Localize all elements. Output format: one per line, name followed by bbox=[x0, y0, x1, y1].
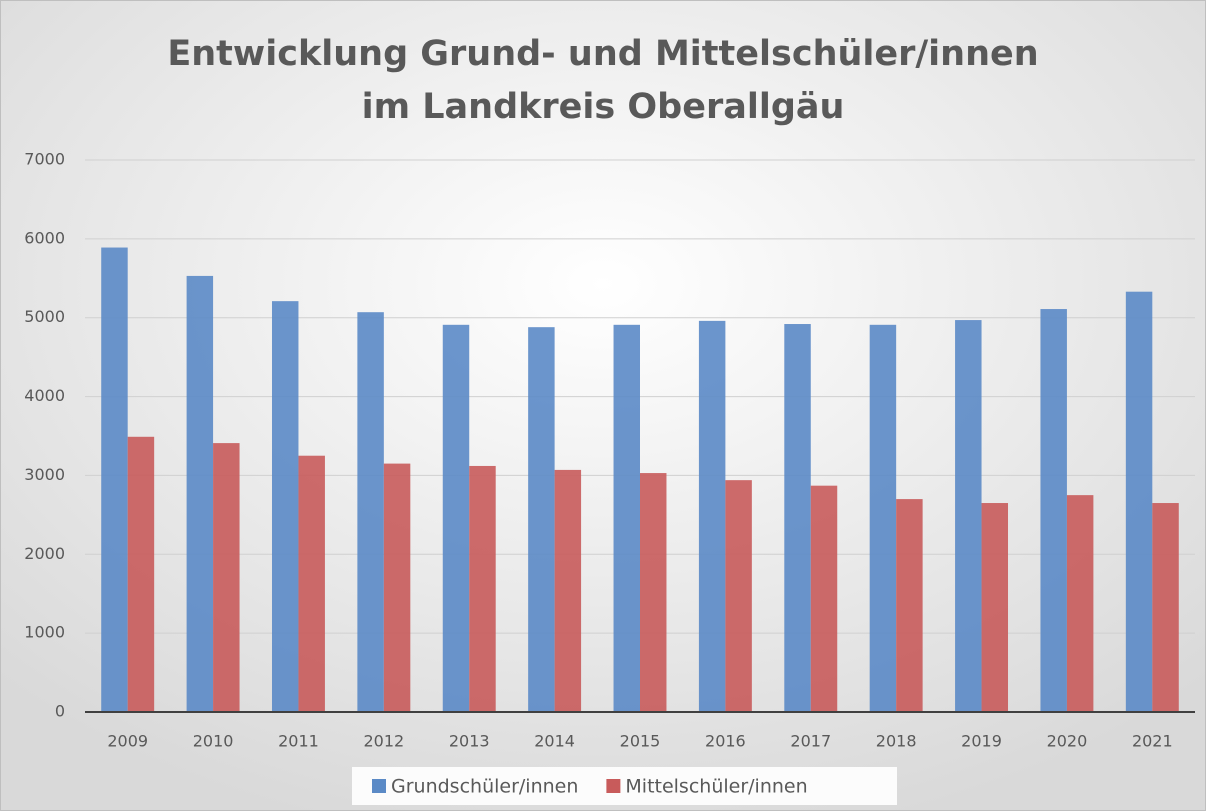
legend-swatch bbox=[372, 779, 386, 793]
bar bbox=[469, 465, 496, 712]
bar bbox=[810, 485, 838, 712]
bar bbox=[213, 443, 240, 712]
bar bbox=[383, 463, 411, 712]
y-tick-label: 2000 bbox=[24, 544, 65, 563]
bar bbox=[896, 499, 923, 712]
bar bbox=[640, 473, 667, 712]
x-tick-label: 2014 bbox=[534, 732, 575, 751]
x-tick-label: 2021 bbox=[1132, 732, 1173, 751]
bar bbox=[1066, 495, 1094, 712]
bar bbox=[554, 469, 582, 712]
x-tick-label: 2016 bbox=[705, 732, 746, 751]
y-tick-label: 1000 bbox=[24, 623, 65, 642]
y-tick-label: 3000 bbox=[24, 465, 65, 484]
bar bbox=[1152, 503, 1179, 712]
bar bbox=[357, 312, 384, 712]
bar bbox=[101, 247, 128, 712]
chart-title: im Landkreis Oberallgäu bbox=[362, 87, 845, 127]
x-tick-label: 2010 bbox=[193, 732, 234, 751]
bar bbox=[698, 320, 726, 712]
y-tick-label: 4000 bbox=[24, 386, 65, 405]
y-tick-label: 7000 bbox=[24, 150, 65, 169]
bar bbox=[981, 503, 1009, 712]
x-tick-label: 2015 bbox=[620, 732, 661, 751]
bar bbox=[442, 324, 470, 712]
legend-label: Grundschüler/innen bbox=[391, 776, 578, 798]
x-tick-label: 2018 bbox=[876, 732, 917, 751]
bar bbox=[869, 324, 897, 712]
bar bbox=[725, 480, 752, 712]
bar bbox=[955, 320, 982, 712]
chart-title: Entwicklung Grund- und Mittelschüler/inn… bbox=[167, 34, 1038, 74]
x-tick-label: 2020 bbox=[1047, 732, 1088, 751]
y-tick-label: 5000 bbox=[24, 307, 65, 326]
legend-label: Mittelschüler/innen bbox=[625, 776, 807, 798]
x-tick-label: 2011 bbox=[278, 732, 319, 751]
legend-box bbox=[352, 767, 897, 805]
legend-swatch bbox=[606, 779, 621, 793]
x-tick-label: 2017 bbox=[790, 732, 831, 751]
bar bbox=[127, 436, 155, 712]
x-tick-label: 2019 bbox=[961, 732, 1002, 751]
x-tick-label: 2009 bbox=[107, 732, 148, 751]
bar bbox=[298, 455, 325, 712]
bar bbox=[186, 275, 214, 712]
bar bbox=[784, 324, 811, 712]
x-tick-label: 2013 bbox=[449, 732, 490, 751]
bar bbox=[528, 327, 555, 712]
bar bbox=[613, 324, 640, 712]
bar bbox=[1040, 309, 1067, 712]
x-tick-label: 2012 bbox=[363, 732, 404, 751]
y-tick-label: 6000 bbox=[24, 228, 65, 247]
y-tick-label: 0 bbox=[55, 702, 65, 721]
bar bbox=[271, 301, 299, 712]
bar bbox=[1125, 291, 1153, 712]
